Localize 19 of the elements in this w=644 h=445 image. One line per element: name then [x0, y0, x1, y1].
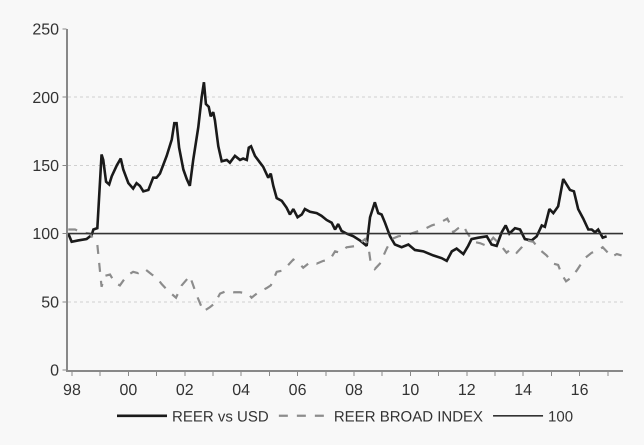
x-tick-label: 14: [514, 382, 532, 399]
y-tick-label: 150: [32, 158, 60, 175]
y-tick-label: 100: [32, 226, 60, 244]
y-tick-label: 50: [41, 294, 60, 312]
x-tick-label: 16: [570, 382, 589, 399]
x-tick-label: 08: [345, 382, 363, 399]
x-tick-label: 04: [232, 382, 250, 399]
y-tick-label: 200: [32, 90, 60, 107]
y-tick-label: 0: [50, 362, 60, 380]
x-tick-label: 98: [63, 382, 81, 399]
legend-label: REER BROAD INDEX: [334, 408, 484, 426]
y-tick-label: 250: [32, 22, 60, 39]
x-tick-label: 10: [401, 382, 420, 399]
x-tick-label: 06: [288, 382, 307, 399]
legend-label: REER vs USD: [172, 408, 269, 426]
x-tick-label: 02: [176, 382, 194, 399]
legend-label: 100: [548, 408, 574, 426]
x-tick-label: 12: [458, 382, 476, 399]
x-tick-label: 00: [119, 382, 138, 399]
